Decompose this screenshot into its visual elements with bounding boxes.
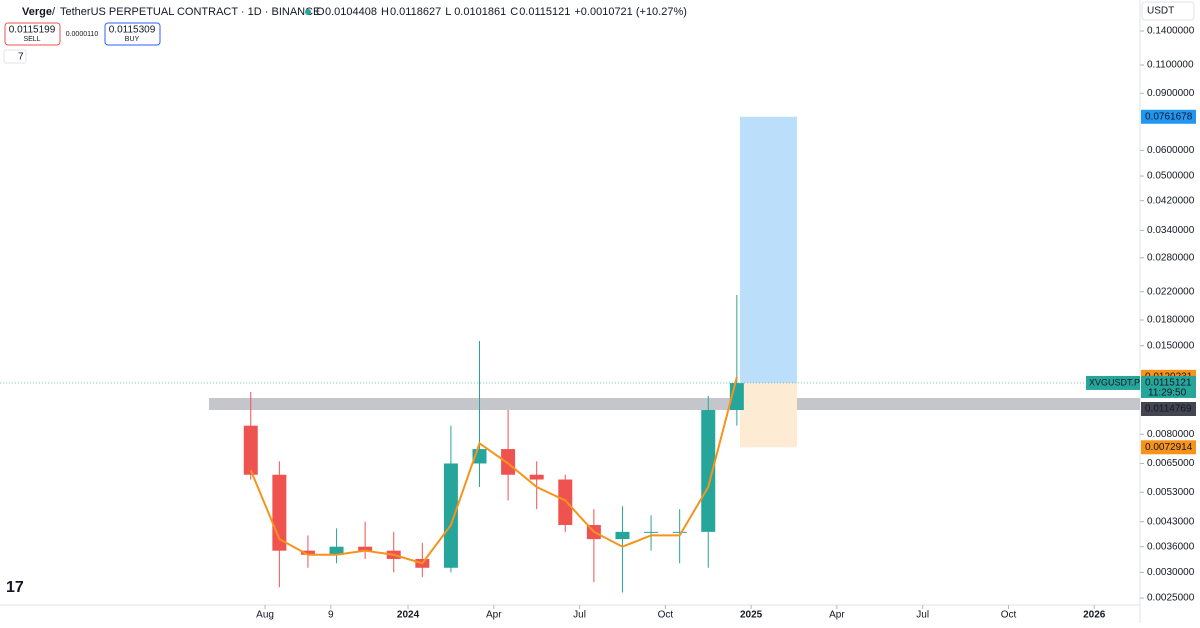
- target-label-bg: [1141, 109, 1196, 124]
- ohlc-value: 0.0118627: [390, 6, 441, 18]
- description: TetherUS PERPETUAL CONTRACT · 1D · BINAN…: [60, 6, 320, 18]
- change: +0.0010721 (+10.27%): [574, 6, 687, 18]
- buy-button[interactable]: [104, 22, 161, 46]
- buy-label: BUY: [125, 36, 140, 43]
- currency-selector[interactable]: [1141, 1, 1195, 21]
- y-tick-label: 0.0900000: [1147, 88, 1195, 99]
- sell-label: SELL: [23, 36, 40, 43]
- y-tick-label: 0.0025000: [1147, 593, 1195, 604]
- ohlc-key: L: [445, 6, 451, 18]
- indicator-count: 7: [18, 52, 24, 63]
- ohlc-value: 0.0104408: [325, 6, 377, 18]
- spread: 0.0000110: [66, 31, 99, 38]
- currency: USDT: [1147, 6, 1174, 17]
- countdown: 11:29:50: [1148, 388, 1187, 399]
- y-tick-label: 0.0600000: [1147, 145, 1195, 156]
- sell-price: 0.0115199: [9, 25, 56, 36]
- candle-body: [644, 531, 659, 533]
- x-tick-label: Jul: [573, 610, 586, 621]
- candle-body: [529, 474, 544, 480]
- candle-body: [615, 531, 630, 540]
- x-tick-label: Oct: [658, 610, 674, 621]
- x-tick-label: 2026: [1083, 610, 1106, 621]
- ohlc-value: 0.0101861: [454, 6, 506, 18]
- last-price: 0.0115121: [1145, 378, 1192, 389]
- x-tick-label: Apr: [829, 610, 845, 621]
- candle-body: [300, 550, 315, 555]
- stop-label-bg: [1141, 440, 1196, 455]
- symbol: Verge: [22, 6, 52, 18]
- candle-body: [329, 546, 344, 555]
- y-tick-label: 0.1400000: [1147, 26, 1195, 37]
- candle-body: [243, 425, 258, 475]
- support-zone: [209, 398, 1140, 410]
- candle-body: [443, 463, 458, 568]
- x-tick-label: Jul: [916, 610, 929, 621]
- candle-body: [501, 449, 516, 475]
- ohlc-key: O: [316, 6, 325, 18]
- candle-body: [701, 410, 716, 532]
- ticker-bg: [1086, 375, 1140, 390]
- separator: /: [52, 6, 56, 18]
- y-tick-label: 0.0220000: [1147, 286, 1195, 297]
- stop-label: 0.0072914: [1145, 442, 1193, 453]
- x-tick-label: Apr: [486, 610, 502, 621]
- loss-zone: [740, 382, 797, 448]
- ticker: XVGUSDT.P: [1089, 377, 1140, 387]
- x-tick-label: Oct: [1001, 610, 1017, 621]
- x-tick-label: Aug: [256, 610, 274, 621]
- x-tick-label: 2025: [740, 610, 763, 621]
- moving-average: [249, 376, 738, 565]
- indicator-toggle[interactable]: [3, 49, 27, 64]
- y-tick-label: 0.0280000: [1147, 252, 1195, 263]
- candle-body: [558, 479, 573, 525]
- last-price-bg: [1141, 375, 1196, 398]
- y-tick-label: 0.0043000: [1147, 516, 1195, 527]
- y-tick-label: 0.0340000: [1147, 225, 1195, 236]
- status-dot: [305, 9, 311, 15]
- candle-body: [358, 546, 373, 551]
- y-tick-label: 0.0080000: [1147, 429, 1195, 440]
- zone-label-bg: [1141, 402, 1196, 416]
- buy-price: 0.0115309: [109, 25, 156, 36]
- ohlc-value: 0.0115121: [519, 6, 570, 18]
- ohlc-key: H: [381, 6, 389, 18]
- profit-zone: [740, 116, 797, 383]
- y-tick-label: 0.0053000: [1147, 487, 1195, 498]
- x-tick-label: 2024: [397, 610, 420, 621]
- y-tick-label: 0.0030000: [1147, 567, 1195, 578]
- y-tick-label: 0.0180000: [1147, 315, 1195, 326]
- y-tick-label: 0.0150000: [1147, 340, 1195, 351]
- zone-label: 0.0114769: [1145, 404, 1192, 415]
- candle-body: [672, 531, 687, 533]
- y-tick-label: 0.0036000: [1147, 541, 1195, 552]
- y-tick-label: 0.0065000: [1147, 458, 1195, 469]
- sell-button[interactable]: [4, 22, 61, 46]
- y-tick-label: 0.1100000: [1147, 60, 1194, 71]
- target-label: 0.0761678: [1145, 111, 1193, 122]
- ohlc-key: C: [510, 6, 518, 18]
- y-tick-label: 0.0500000: [1147, 171, 1195, 182]
- x-tick-label: 9: [328, 610, 334, 621]
- logo: 17: [6, 579, 24, 596]
- y-tick-label: 0.0420000: [1147, 195, 1195, 206]
